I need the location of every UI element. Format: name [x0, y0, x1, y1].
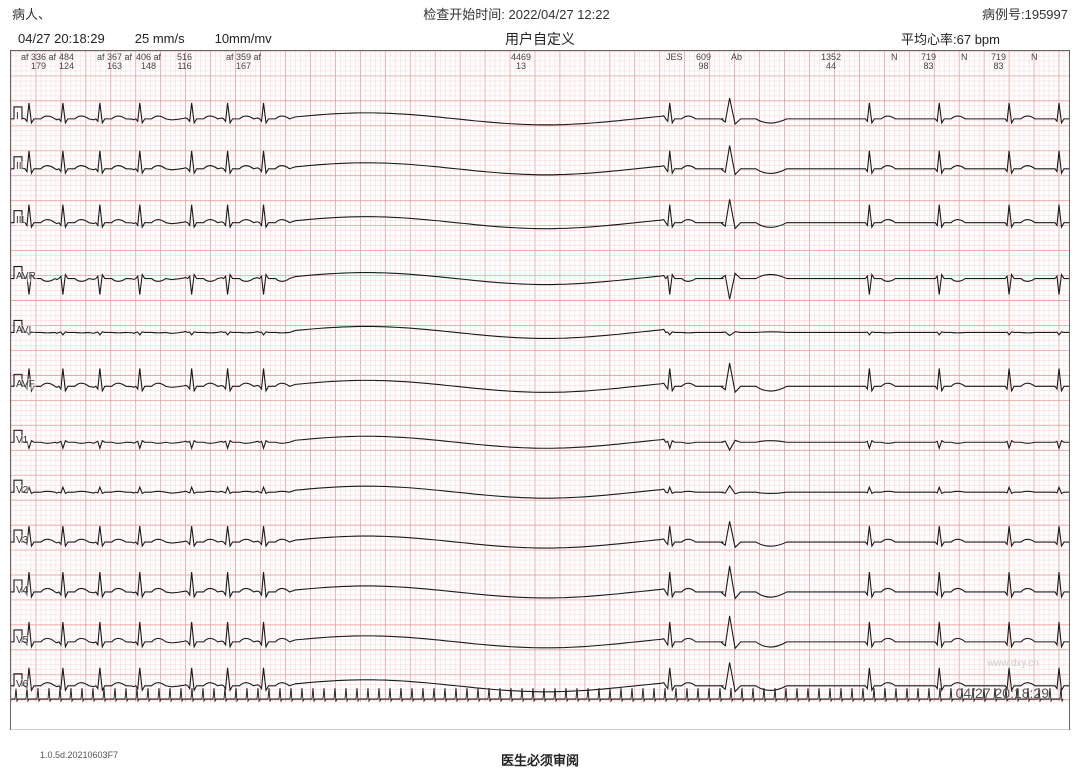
lead-label-II: II [15, 161, 23, 172]
exam-start: 检查开始时间: 2022/04/27 12:22 [423, 4, 609, 23]
trace-V2 [11, 480, 1069, 498]
beat-annotation: N [1031, 53, 1038, 62]
rhythm-strip [11, 683, 1071, 707]
paper-speed: 25 mm/s [135, 31, 185, 46]
version-label: 1.0.5d.20210603F7 [40, 750, 118, 760]
ecg-chart: af 336 af 179484 124 af 367 af 163406 af … [10, 50, 1070, 730]
lead-label-AVF: AVF [15, 379, 36, 390]
lead-label-AVR: AVR [15, 271, 37, 282]
avg-heart-rate: 平均心率:67 bpm [901, 29, 1000, 48]
beat-annotation: 516 116 [177, 53, 192, 72]
trace-AVL [11, 320, 1069, 338]
ecg-traces [11, 51, 1069, 730]
beat-annotation: 1352 44 [821, 53, 841, 72]
lead-label-V2: V2 [15, 485, 29, 496]
gain: 10mm/mv [215, 31, 272, 46]
lead-label-AVL: AVL [15, 325, 35, 336]
record-timestamp: 04/27 20:18:29 [18, 31, 105, 46]
rhythm-trace [11, 688, 1063, 701]
lead-label-V6: V6 [15, 679, 29, 690]
beat-annotation: 484 124 [59, 53, 74, 72]
beat-annotation: 719 83 [921, 53, 936, 72]
trace-AVF [11, 363, 1069, 392]
review-notice: 医生必须审阅 [501, 750, 579, 769]
patient-label: 病人、 [12, 4, 51, 23]
trace-I [11, 98, 1069, 125]
beat-annotation: JES [666, 53, 683, 62]
lead-label-V5: V5 [15, 635, 29, 646]
trace-V3 [11, 521, 1069, 548]
trace-III [11, 199, 1069, 228]
case-number: 病例号:195997 [982, 4, 1068, 23]
footer: 1.0.5d.20210603F7 医生必须审阅 [0, 750, 1080, 760]
lead-label-V4: V4 [15, 585, 29, 596]
beat-annotation: 4469 13 [511, 53, 531, 72]
beat-annotations: af 336 af 179484 124 af 367 af 163406 af … [11, 53, 1069, 77]
beat-annotation: af 336 af 179 [21, 53, 56, 72]
lead-label-I: I [15, 111, 20, 122]
trace-II [11, 145, 1069, 174]
lead-label-V3: V3 [15, 535, 29, 546]
beat-annotation: af 367 af 163 [97, 53, 132, 72]
beat-annotation: Ab [731, 53, 742, 62]
beat-annotation: N [891, 53, 898, 62]
trace-V1 [11, 430, 1069, 450]
page-title: 用户自定义 [505, 29, 575, 49]
beat-annotation: N [961, 53, 968, 62]
lead-label-V1: V1 [15, 435, 29, 446]
beat-annotation: 609 98 [696, 53, 711, 72]
beat-annotation: 719 83 [991, 53, 1006, 72]
trace-V5 [11, 616, 1069, 648]
beat-annotation: af 359 af 167 [226, 53, 261, 72]
trace-AVR [11, 267, 1069, 300]
timestamp-bottom-right: 04/27 20:18:29 [956, 685, 1049, 701]
lead-label-III: III [15, 215, 25, 226]
beat-annotation: 406 af 148 [136, 53, 161, 72]
trace-V4 [11, 566, 1069, 598]
